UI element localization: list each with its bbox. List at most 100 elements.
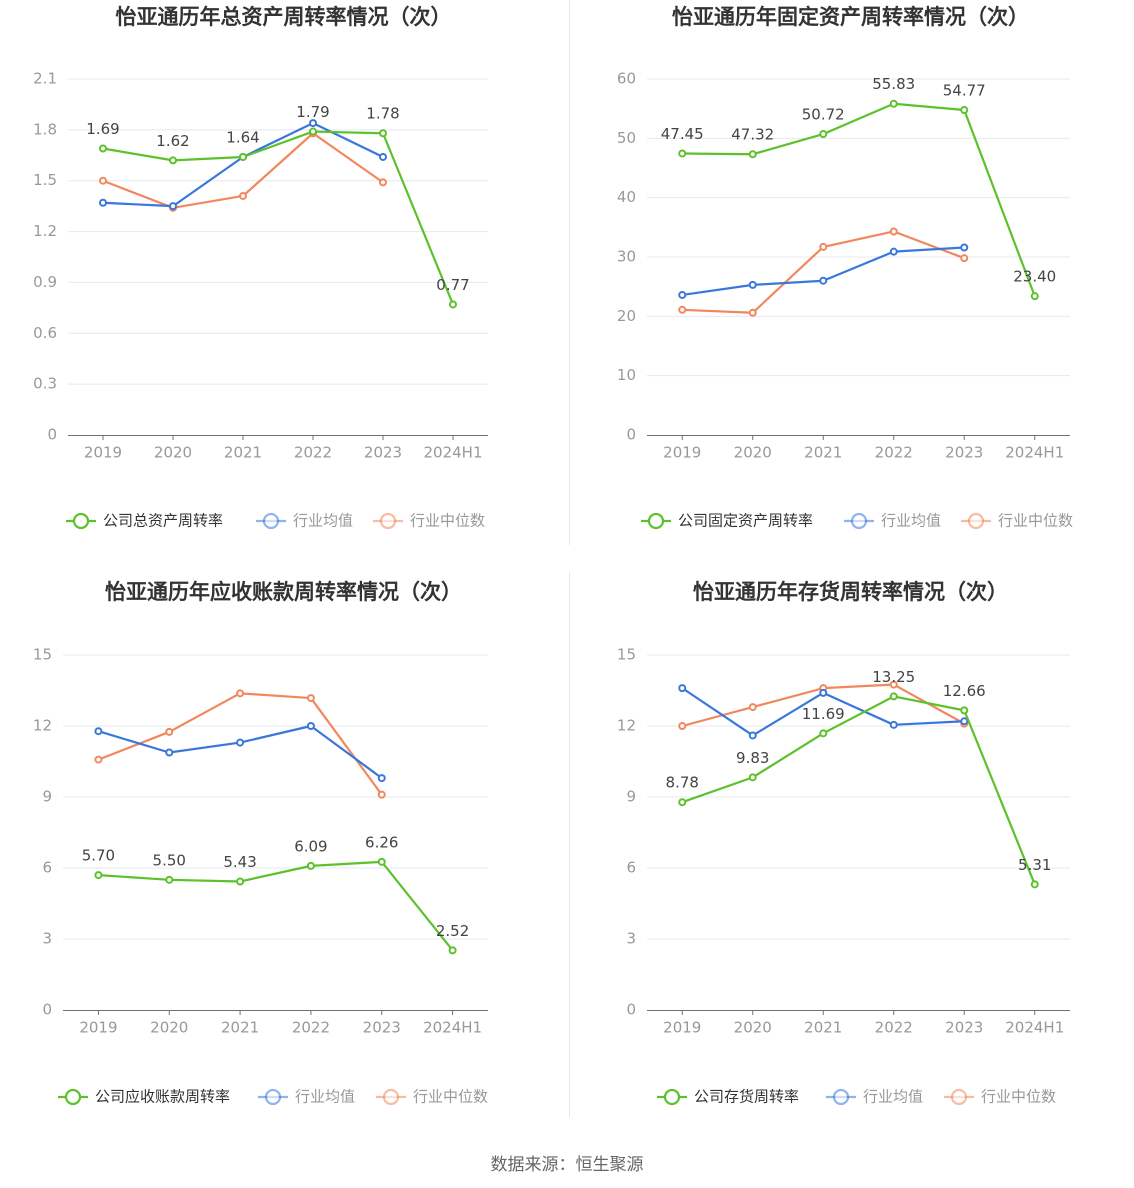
data-point-industry-avg — [99, 198, 107, 207]
legend-item-company: 公司固定资产周转率 — [641, 512, 813, 530]
data-point-industry-avg — [678, 290, 687, 299]
x-tick-label: 2020 — [734, 444, 772, 462]
y-tick-label: 1.5 — [33, 171, 57, 189]
data-label: 8.78 — [666, 774, 699, 792]
legend-label: 行业均值 — [863, 1088, 923, 1106]
data-point-industry-median — [678, 722, 687, 730]
data-point-industry-median — [239, 191, 247, 200]
data-point-industry-avg — [306, 722, 315, 730]
x-tick-label: 2024H1 — [1005, 444, 1064, 462]
legend-item-industry-avg: 行业均值 — [256, 512, 353, 530]
data-point-industry-avg — [309, 119, 317, 128]
y-tick-label: 6 — [626, 859, 636, 877]
chart-svg: 怡亚通历年固定资产周转率情况（次） 0 10 20 30 40 50 60 2019 2020 20… — [617, 5, 1073, 530]
data-point-company — [377, 857, 386, 866]
legend-item-industry-median: 行业中位数 — [944, 1088, 1056, 1106]
x-tick-label: 2021 — [224, 444, 262, 462]
data-point-industry-avg — [889, 720, 898, 729]
legend-circle-icon — [663, 1088, 681, 1106]
series-line-industry-avg — [682, 246, 965, 297]
legend-circle-icon — [72, 512, 90, 530]
data-point-company — [819, 130, 828, 139]
data-label: 5.43 — [223, 853, 256, 871]
data-point-company — [94, 871, 103, 880]
data-point-company — [889, 692, 898, 701]
x-tick-label: 2023 — [363, 1019, 401, 1037]
legend-item-industry-avg: 行业均值 — [844, 512, 941, 530]
y-tick-label: 9 — [626, 788, 636, 806]
legend-label: 行业中位数 — [413, 1088, 488, 1106]
chart-title: 怡亚通历年存货周转率情况（次） — [693, 580, 1008, 604]
chart-svg: 怡亚通历年总资产周转率情况（次） 0 0.3 0.6 0.9 1.2 1.5 1.8 2.1 20… — [33, 5, 488, 530]
data-point-company — [819, 729, 828, 738]
data-point-industry-median — [819, 242, 828, 251]
y-tick-label: 15 — [617, 646, 636, 664]
data-point-industry-avg — [165, 748, 174, 757]
legend-label: 公司固定资产周转率 — [678, 512, 813, 530]
y-tick-label: 15 — [33, 646, 52, 664]
legend-item-industry-median: 行业中位数 — [376, 1088, 488, 1106]
data-label: 1.79 — [296, 103, 329, 121]
data-label: 47.45 — [661, 125, 704, 143]
data-point-industry-median — [165, 727, 174, 736]
x-tick-label: 2020 — [734, 1019, 772, 1037]
data-point-industry-avg — [960, 243, 969, 252]
data-label: 55.83 — [872, 75, 915, 93]
legend-circle-icon — [950, 1088, 968, 1106]
legend-circle-icon — [64, 1088, 82, 1106]
x-tick-label: 2022 — [875, 444, 913, 462]
data-point-industry-median — [889, 680, 898, 689]
series-line-company — [98, 860, 454, 952]
legend-item-industry-avg: 行业均值 — [258, 1088, 355, 1106]
y-tick-label: 40 — [617, 188, 636, 206]
data-point-company — [748, 150, 757, 159]
data-point-industry-avg — [819, 688, 828, 697]
data-point-company — [1030, 880, 1039, 889]
data-label: 11.69 — [802, 705, 845, 723]
legend-label: 公司总资产周转率 — [103, 512, 223, 530]
y-tick-label: 0 — [42, 1001, 52, 1019]
data-label: 0.77 — [436, 276, 469, 294]
series-line-company — [102, 130, 455, 305]
x-tick-label: 2023 — [945, 1019, 983, 1037]
y-tick-label: 10 — [617, 366, 636, 384]
x-tick-label: 2022 — [294, 444, 332, 462]
y-tick-label: 1.2 — [33, 222, 57, 240]
legend-label: 行业均值 — [293, 512, 353, 530]
data-label: 50.72 — [802, 106, 845, 124]
data-point-company — [748, 773, 757, 782]
chart-title: 怡亚通历年应收账款周转率情况（次） — [105, 580, 462, 604]
legend-label: 行业均值 — [881, 512, 941, 530]
x-tick-label: 2024H1 — [1005, 1019, 1064, 1037]
data-point-industry-avg — [678, 684, 687, 693]
data-point-industry-avg — [748, 280, 757, 289]
y-tick-label: 6 — [42, 859, 52, 877]
data-point-industry-avg — [377, 774, 386, 783]
data-point-industry-avg — [94, 727, 103, 736]
legend-circle-icon — [382, 1088, 400, 1106]
y-tick-label: 60 — [617, 70, 636, 88]
data-point-company — [379, 129, 387, 138]
data-label: 5.31 — [1018, 856, 1051, 874]
chart-title: 怡亚通历年总资产周转率情况（次） — [116, 5, 452, 29]
legend-item-company: 公司应收账款周转率 — [58, 1088, 230, 1106]
data-point-company — [99, 144, 107, 153]
data-point-company — [306, 861, 315, 870]
legend-circle-icon — [967, 512, 985, 530]
legend-circle-icon — [832, 1088, 850, 1106]
data-point-company — [169, 156, 177, 165]
legend-circle-icon — [264, 1088, 282, 1106]
data-label: 54.77 — [943, 82, 986, 100]
x-tick-label: 2021 — [804, 444, 842, 462]
data-point-company — [1030, 292, 1039, 301]
data-point-industry-avg — [169, 202, 177, 211]
legend-item-company: 公司总资产周转率 — [66, 512, 223, 530]
data-point-industry-median — [678, 305, 687, 314]
panel-divider-top — [569, 0, 570, 545]
data-label: 1.78 — [366, 105, 399, 123]
x-tick-label: 2023 — [364, 444, 402, 462]
data-label: 23.40 — [1013, 268, 1056, 286]
x-tick-label: 2023 — [945, 444, 983, 462]
chart-svg: 怡亚通历年存货周转率情况（次） 0 3 6 9 12 15 2019 2020 2021 2022 2… — [617, 580, 1070, 1106]
data-label: 9.83 — [736, 749, 769, 767]
